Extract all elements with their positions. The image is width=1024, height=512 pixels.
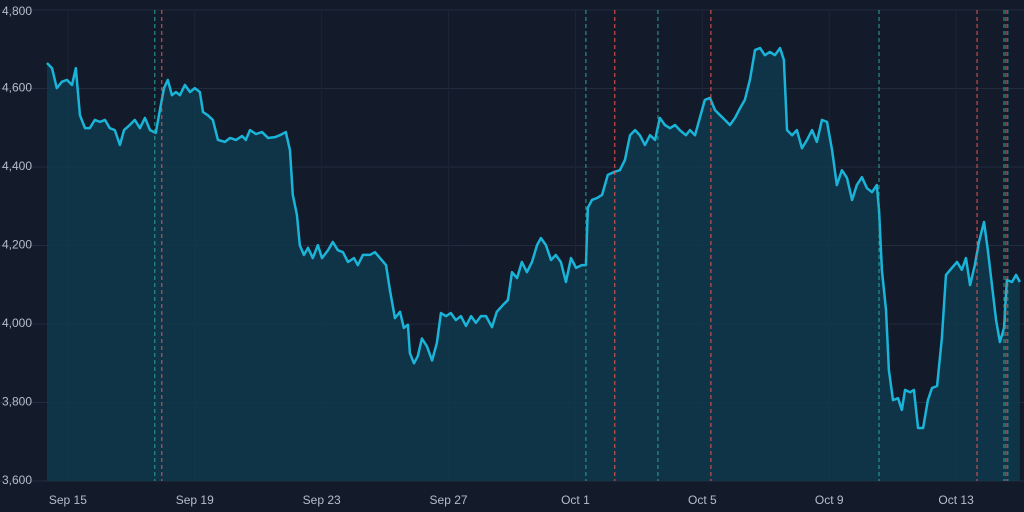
y-tick-label: 4,600: [2, 81, 32, 95]
price-line: [46, 46, 1021, 430]
x-tick-label: Sep 19: [176, 493, 214, 507]
y-tick-label: 4,800: [2, 4, 32, 18]
x-tick-label: Sep 15: [49, 493, 87, 507]
y-tick-label: 4,000: [2, 316, 32, 330]
x-tick-label: Oct 13: [938, 493, 974, 507]
y-tick-label: 4,400: [2, 159, 32, 173]
x-tick-label: Oct 5: [688, 493, 717, 507]
y-tick-label: 3,600: [2, 473, 32, 487]
y-tick-label: 3,800: [2, 395, 32, 409]
x-tick-label: Oct 9: [815, 493, 844, 507]
y-tick-label: 4,200: [2, 238, 32, 252]
x-tick-label: Oct 1: [561, 493, 590, 507]
x-tick-label: Sep 27: [430, 493, 468, 507]
area-fill: [46, 48, 1020, 481]
x-tick-label: Sep 23: [303, 493, 341, 507]
